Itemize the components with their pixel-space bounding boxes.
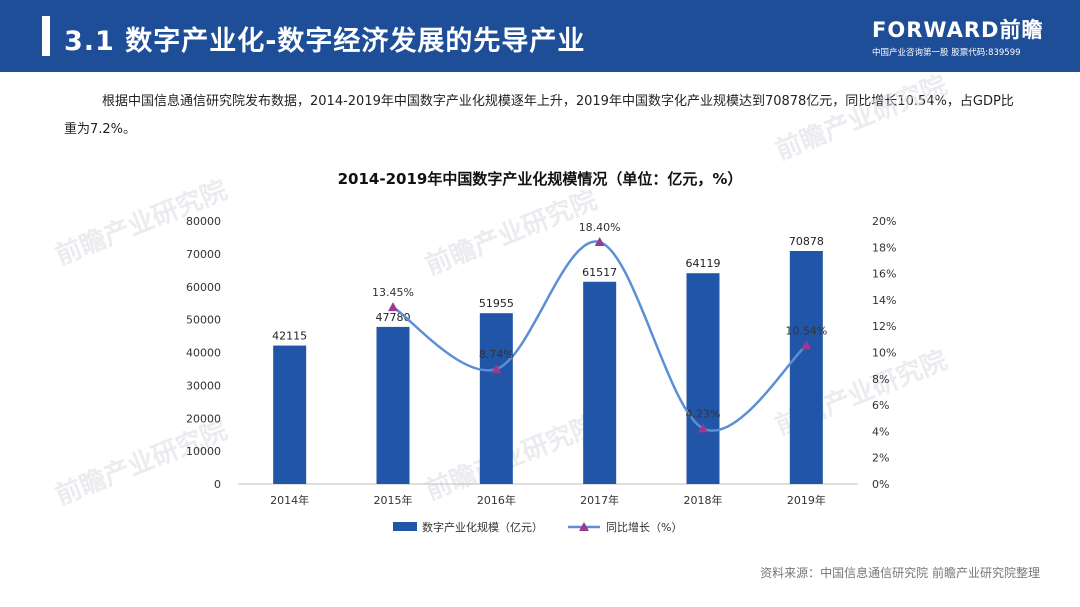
legend-line-label: 同比增长（%） [606, 520, 682, 534]
y-right-tick-label: 2% [872, 452, 889, 465]
y-right-tick-label: 14% [872, 294, 896, 307]
growth-point [801, 340, 812, 350]
y-left-tick-label: 50000 [186, 314, 221, 327]
bar [686, 273, 720, 484]
legend-bar-swatch [393, 522, 417, 531]
y-right-tick-label: 18% [872, 241, 896, 254]
source-note: 资料来源：中国信息通信研究院 前瞻产业研究院整理 [760, 566, 1040, 580]
y-left-tick-label: 20000 [186, 412, 221, 425]
bar [583, 281, 617, 484]
y-left-tick-label: 60000 [186, 281, 221, 294]
growth-value-label: 18.40% [579, 221, 621, 234]
watermark-text: 前瞻产业研究院 [771, 70, 951, 167]
bar-value-label: 51955 [479, 297, 514, 310]
brand-logo: FORWARD前瞻 中国产业咨询第一股 股票代码:839599 [872, 14, 1042, 58]
y-right-tick-label: 10% [872, 347, 896, 360]
y-left-tick-label: 80000 [186, 215, 221, 228]
y-right-tick-label: 4% [872, 425, 889, 438]
x-tick-label: 2018年 [684, 493, 723, 507]
header-bar: 3.1 数字产业化-数字经济发展的先导产业 FORWARD前瞻 中国产业咨询第一… [0, 0, 1080, 72]
y-right-tick-label: 0% [872, 478, 889, 491]
growth-point [594, 237, 605, 247]
bar [789, 250, 823, 484]
y-right-tick-label: 16% [872, 268, 896, 281]
bar-value-label: 42115 [272, 330, 307, 343]
growth-value-label: 4.23% [686, 407, 721, 420]
y-left-tick-label: 70000 [186, 248, 221, 261]
x-tick-label: 2017年 [580, 493, 619, 507]
growth-value-label: 10.54% [785, 324, 827, 337]
title-accent-mark [42, 16, 50, 56]
bar [479, 313, 513, 484]
intro-paragraph: 根据中国信息通信研究院发布数据，2014-2019年中国数字产业化规模逐年上升，… [64, 94, 1014, 137]
bar-value-label: 70878 [789, 235, 824, 248]
x-tick-label: 2015年 [374, 493, 413, 507]
x-tick-label: 2016年 [477, 493, 516, 507]
y-right-tick-label: 12% [872, 320, 896, 333]
brand-subtitle: 中国产业咨询第一股 股票代码:839599 [872, 48, 1021, 58]
y-left-tick-label: 30000 [186, 379, 221, 392]
y-left-tick-label: 40000 [186, 347, 221, 360]
y-left-tick-label: 10000 [186, 445, 221, 458]
y-right-tick-label: 8% [872, 373, 889, 386]
watermark-text: 前瞻产业研究院 [51, 415, 231, 512]
growth-value-label: 8.74% [479, 348, 514, 361]
bar-value-label: 64119 [686, 257, 721, 270]
growth-value-label: 13.45% [372, 286, 414, 299]
growth-point [388, 302, 398, 312]
legend-line-marker [579, 522, 589, 531]
brand-name: FORWARD前瞻 [872, 18, 1044, 42]
legend-bar-label: 数字产业化规模（亿元） [422, 520, 543, 534]
y-right-tick-label: 20% [872, 215, 896, 228]
y-left-tick-label: 0 [214, 478, 221, 491]
x-tick-label: 2014年 [270, 493, 309, 507]
page-title: 3.1 数字产业化-数字经济发展的先导产业 [64, 26, 586, 57]
bar [273, 345, 307, 484]
y-right-tick-label: 6% [872, 399, 889, 412]
watermark-text: 前瞻产业研究院 [421, 185, 601, 282]
x-tick-label: 2019年 [787, 493, 826, 507]
growth-point [698, 423, 708, 433]
chart-title: 2014-2019年中国数字产业化规模情况（单位：亿元，%） [338, 170, 743, 188]
growth-point [491, 364, 502, 374]
bar-value-label: 61517 [582, 266, 617, 279]
bar [376, 326, 410, 484]
